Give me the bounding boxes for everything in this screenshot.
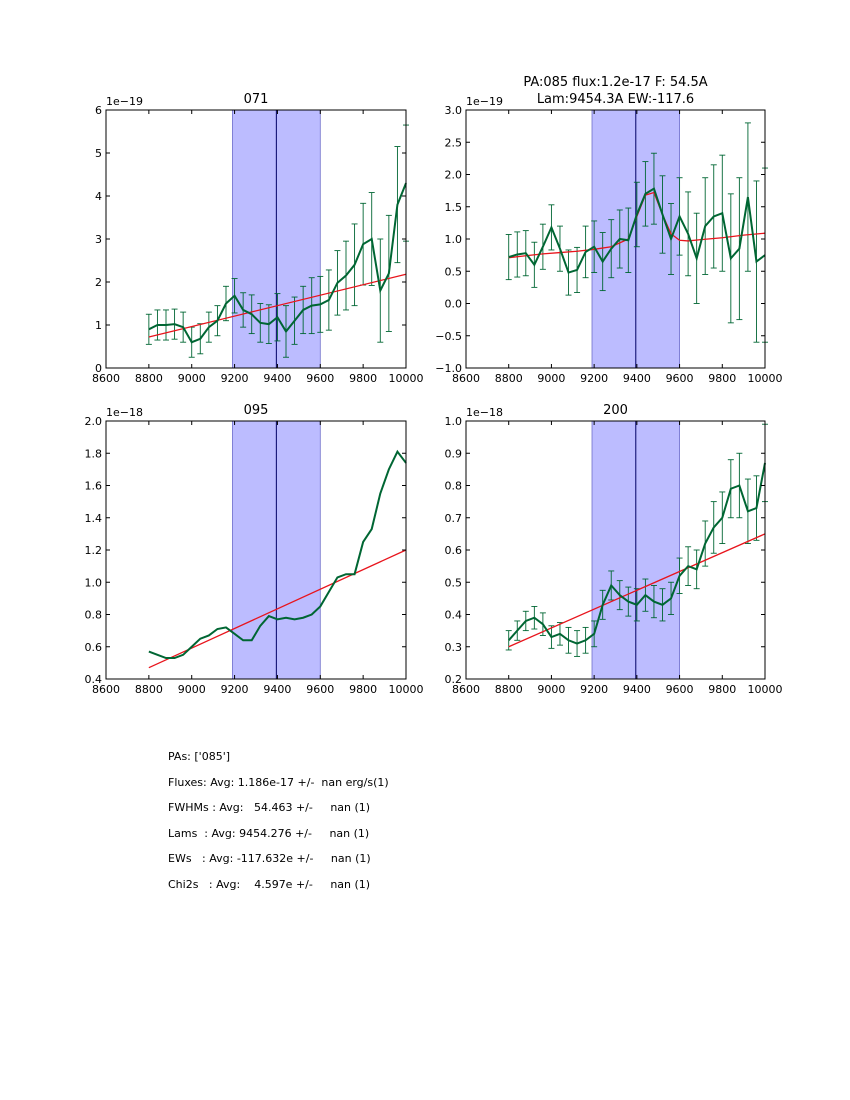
- y-tick-label: 1.0: [445, 233, 463, 246]
- y-offset-label: 1e−19: [106, 95, 143, 108]
- y-tick-label: 0.7: [445, 512, 463, 525]
- y-tick-label: 1.5: [445, 201, 463, 214]
- y-tick-label: 2: [95, 276, 102, 289]
- y-tick-label: 2.0: [445, 169, 463, 182]
- x-tick-label: 9000: [178, 372, 206, 385]
- series-flux-line: [507, 462, 766, 645]
- x-tick-label: 10000: [748, 683, 783, 696]
- y-tick-label: 2.0: [85, 415, 103, 428]
- x-tick-label: 9400: [623, 372, 651, 385]
- y-tick-label: −0.5: [435, 330, 462, 343]
- x-tick-label: 8600: [92, 683, 120, 696]
- chart-title: 095: [244, 403, 269, 418]
- x-tick-label: 9000: [178, 683, 206, 696]
- figure: 8600 8800 9000 9200 9400 9600 9800 10000 0 1 2 3 4 5 6…: [85, 75, 783, 696]
- stats-fwhms: FWHMs : Avg: 54.463 +/- nan (1): [168, 801, 371, 815]
- subplot-4: 8600 8800 9000 9200 9400 9600 9800 10000 0.2 0.3 0…: [445, 403, 783, 696]
- series-flux-line: [508, 187, 766, 274]
- y-tick-label: 1.0: [85, 576, 103, 589]
- x-tick-label: 10000: [389, 683, 424, 696]
- y-tick-label: 0.5: [445, 265, 463, 278]
- x-tick-label: 9200: [221, 372, 249, 385]
- y-tick-label: 1.4: [85, 512, 103, 525]
- x-tick-label: 10000: [748, 372, 783, 385]
- y-tick-label: 0.8: [445, 480, 463, 493]
- series-fit-line: [148, 273, 407, 338]
- chart-title: 200: [603, 403, 628, 418]
- x-tick-label: 8600: [92, 372, 120, 385]
- y-tick-label: 6: [95, 104, 102, 117]
- y-tick-label: 3.0: [445, 104, 463, 117]
- y-tick-label: 0.4: [445, 609, 463, 622]
- x-tick-label: 9400: [263, 372, 291, 385]
- x-tick-label: 10000: [389, 372, 424, 385]
- y-tick-label: 2.5: [445, 136, 463, 149]
- subplot-3: 8600 8800 9000 9200 9400 9600 9800 10000 0.4 0.6 0…: [85, 403, 424, 696]
- y-offset-label: 1e−19: [466, 95, 503, 108]
- x-tick-label: 9600: [666, 683, 694, 696]
- y-tick-label: 1.8: [85, 447, 103, 460]
- y-tick-label: 0.2: [445, 673, 463, 686]
- x-tick-label: 8600: [452, 683, 480, 696]
- chart-title: Lam:9454.3A EW:-117.6: [537, 92, 694, 107]
- x-tick-label: 9600: [666, 372, 694, 385]
- x-tick-label: 9000: [537, 683, 565, 696]
- x-tick-label: 9200: [221, 683, 249, 696]
- x-tick-label: 9800: [349, 683, 377, 696]
- y-tick-label: 0.3: [445, 641, 463, 654]
- y-tick-label: 0.6: [85, 641, 103, 654]
- x-tick-label: 9800: [349, 372, 377, 385]
- stats-fluxes: Fluxes: Avg: 1.186e-17 +/- nan erg/s(1): [168, 775, 389, 789]
- y-offset-label: 1e−18: [466, 406, 503, 419]
- y-tick-label: 5: [95, 147, 102, 160]
- x-tick-label: 9800: [708, 683, 736, 696]
- y-tick-label: 0.6: [445, 544, 463, 557]
- x-tick-label: 8800: [135, 372, 163, 385]
- stats-chi2s: Chi2s : Avg: 4.597e +/- nan (1): [168, 877, 371, 891]
- y-tick-label: 0.9: [445, 447, 463, 460]
- x-tick-label: 8600: [452, 372, 480, 385]
- y-offset-label: 1e−18: [106, 406, 143, 419]
- chart-title: 071: [244, 92, 269, 107]
- y-tick-label: 0.5: [445, 576, 463, 589]
- x-tick-label: 9400: [623, 683, 651, 696]
- x-tick-label: 9600: [306, 683, 334, 696]
- x-tick-label: 9200: [580, 683, 608, 696]
- y-tick-label: 1.0: [445, 415, 463, 428]
- stats-panel: PAs: ['085'] Fluxes: Avg: 1.186e-17 +/- …: [168, 744, 389, 898]
- x-tick-label: 8800: [495, 683, 523, 696]
- x-tick-label: 9200: [580, 372, 608, 385]
- stats-pas: PAs: ['085']: [168, 750, 231, 763]
- y-tick-label: 1.2: [85, 544, 103, 557]
- chart-title: PA:085 flux:1.2e-17 F: 54.5A: [523, 75, 707, 90]
- y-tick-label: 0.8: [85, 609, 103, 622]
- series-flux-line: [148, 182, 407, 344]
- y-tick-label: −1.0: [435, 362, 462, 375]
- x-tick-label: 8800: [135, 683, 163, 696]
- x-tick-label: 9000: [537, 372, 565, 385]
- series-fit-line: [508, 533, 766, 648]
- stats-lams: Lams : Avg: 9454.276 +/- nan (1): [168, 826, 370, 840]
- x-tick-label: 8800: [495, 372, 523, 385]
- y-tick-label: 0.0: [445, 298, 463, 311]
- y-tick-label: 3: [95, 233, 102, 246]
- stats-ews: EWs : Avg: -117.632e +/- nan (1): [168, 852, 371, 866]
- y-tick-label: 4: [95, 190, 102, 203]
- y-tick-label: 0: [95, 362, 102, 375]
- y-tick-label: 0.4: [85, 673, 103, 686]
- y-tick-label: 1: [95, 319, 102, 332]
- x-tick-label: 9400: [263, 683, 291, 696]
- x-tick-label: 9600: [306, 372, 334, 385]
- subplot-2: 8600 8800 9000 9200 9400 9600 9800 10000 −1.0 −0.…: [435, 75, 782, 385]
- series-flux-line: [148, 449, 407, 660]
- x-tick-label: 9800: [708, 372, 736, 385]
- subplot-1: 8600 8800 9000 9200 9400 9600 9800 10000 0 1 2 3 4 5 6…: [92, 92, 424, 385]
- y-tick-label: 1.6: [85, 480, 103, 493]
